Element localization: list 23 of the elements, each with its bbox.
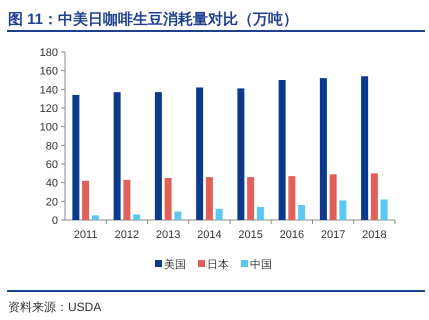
x-tick-label: 2013 xyxy=(156,229,180,241)
x-tick-label: 2014 xyxy=(197,229,222,241)
legend-label: 日本 xyxy=(207,258,229,271)
y-tick-label: 100 xyxy=(40,122,58,134)
x-tick-label: 2011 xyxy=(74,229,98,241)
y-tick-label: 60 xyxy=(46,159,58,171)
legend-label: 中国 xyxy=(250,258,272,271)
y-tick-label: 120 xyxy=(40,103,58,115)
x-tick-label: 2016 xyxy=(280,229,304,241)
y-tick-label: 80 xyxy=(46,140,58,152)
x-tick-label: 2015 xyxy=(238,229,263,241)
y-tick-label: 20 xyxy=(46,196,58,208)
x-tick-label: 2017 xyxy=(320,229,346,241)
y-tick-label: 160 xyxy=(40,66,58,78)
legend-label: 美国 xyxy=(164,258,186,271)
x-tick-label: 2018 xyxy=(362,229,387,241)
y-tick-label: 0 xyxy=(52,215,58,227)
y-tick-label: 40 xyxy=(46,178,58,190)
title: 图 11：中美日咖啡生豆消耗量对比（万吨） xyxy=(8,11,298,28)
text: 资料来源：USDA xyxy=(8,300,102,314)
y-tick-label: 140 xyxy=(40,84,58,96)
y-tick-label: 180 xyxy=(40,47,58,59)
x-tick-label: 2012 xyxy=(114,229,140,241)
